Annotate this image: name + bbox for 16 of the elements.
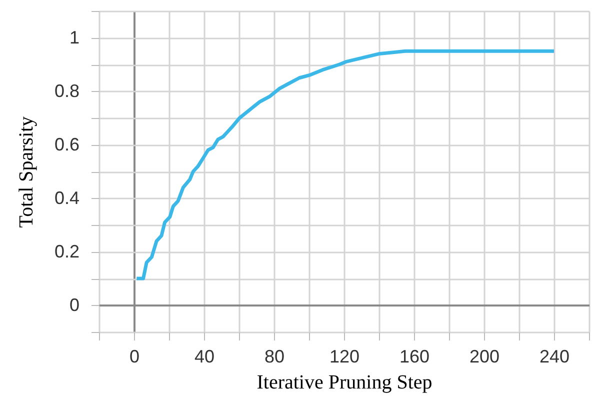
y-tick-label: 1 — [69, 27, 80, 48]
x-tick-label: 120 — [329, 346, 360, 366]
y-axis-title: Total Sparsity — [15, 116, 38, 228]
y-tick-label: 0.2 — [54, 241, 80, 262]
line-series — [134, 49, 556, 280]
x-tick-label: 160 — [399, 346, 430, 366]
y-tick-label: 0.4 — [54, 188, 80, 208]
x-tick-label: 40 — [194, 346, 215, 366]
y-tick-label: 0.8 — [54, 80, 80, 101]
y-tick-label: 0.6 — [54, 134, 80, 154]
x-axis-title: Iterative Pruning Step — [256, 372, 432, 394]
x-tick-label: 80 — [264, 346, 285, 366]
x-tick-label: 200 — [469, 346, 500, 366]
x-tick-label: 0 — [129, 346, 140, 366]
x-tick-label: 240 — [539, 346, 570, 366]
y-tick-label: 0 — [69, 294, 80, 315]
